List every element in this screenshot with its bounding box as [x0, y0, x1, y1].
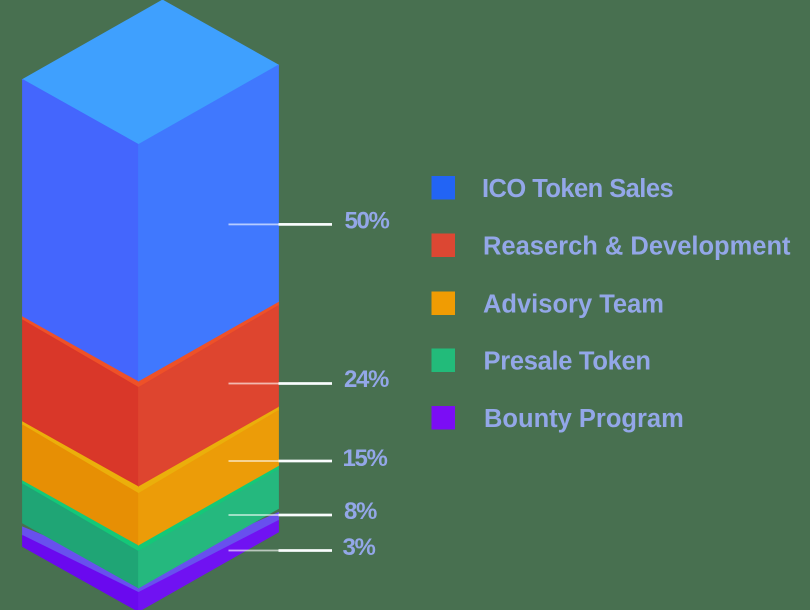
svg-text:24%: 24% [344, 366, 389, 393]
svg-text:3%: 3% [343, 534, 376, 561]
svg-text:Presale Token: Presale Token [484, 348, 651, 376]
svg-text:ICO Token Sales: ICO Token Sales [482, 175, 673, 203]
svg-text:15%: 15% [343, 445, 388, 472]
svg-text:Advisory Team: Advisory Team [483, 291, 664, 319]
svg-text:50%: 50% [345, 208, 390, 235]
svg-text:8%: 8% [344, 498, 377, 525]
svg-text:Reaserch & Development: Reaserch & Development [483, 233, 791, 261]
svg-text:Bounty Program: Bounty Program [484, 405, 684, 433]
